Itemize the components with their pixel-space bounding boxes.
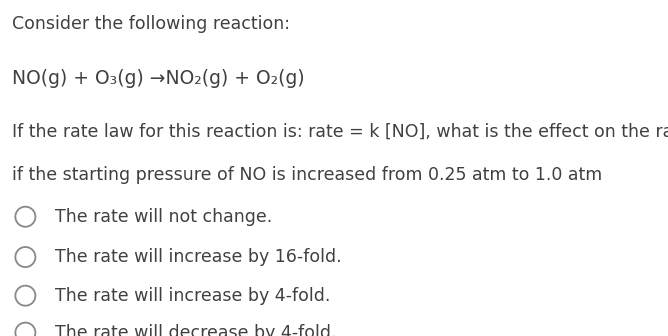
Text: Consider the following reaction:: Consider the following reaction: bbox=[12, 15, 290, 33]
Text: The rate will increase by 4-fold.: The rate will increase by 4-fold. bbox=[55, 287, 330, 305]
Text: If the rate law for this reaction is: rate = k [NO], what is the effect on the r: If the rate law for this reaction is: ra… bbox=[12, 123, 668, 141]
Text: The rate will not change.: The rate will not change. bbox=[55, 208, 272, 226]
Text: NO(g) + O₃(g) →NO₂(g) + O₂(g): NO(g) + O₃(g) →NO₂(g) + O₂(g) bbox=[12, 69, 305, 88]
Text: The rate will increase by 16-fold.: The rate will increase by 16-fold. bbox=[55, 248, 341, 266]
Text: if the starting pressure of NO is increased from 0.25 atm to 1.0 atm: if the starting pressure of NO is increa… bbox=[12, 166, 603, 184]
Text: The rate will decrease by 4-fold.: The rate will decrease by 4-fold. bbox=[55, 324, 336, 336]
